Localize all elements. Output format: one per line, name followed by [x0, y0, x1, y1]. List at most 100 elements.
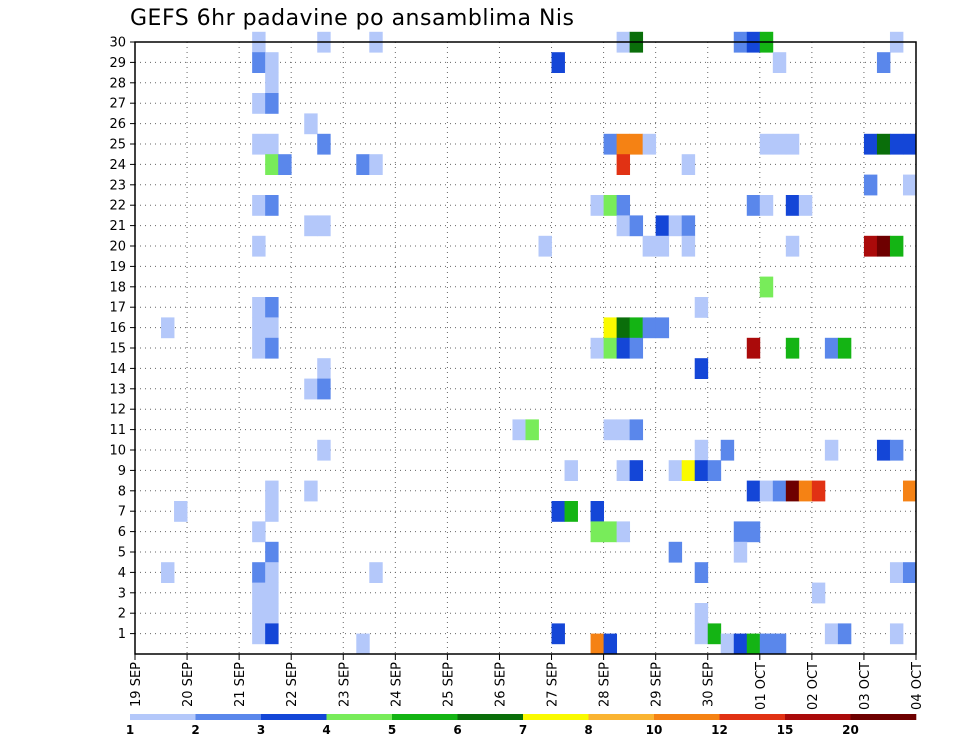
heatmap-cell	[252, 603, 266, 624]
heatmap-cell	[603, 133, 618, 155]
y-tick-label: 29	[109, 56, 126, 71]
colorbar-label: 10	[646, 723, 663, 737]
y-tick-label: 4	[118, 566, 126, 581]
heatmap-cell	[655, 317, 670, 339]
y-tick-label: 19	[109, 260, 126, 275]
heatmap-cell	[694, 297, 709, 318]
heatmap-cell	[785, 337, 800, 359]
heatmap-cell	[824, 623, 839, 645]
x-tick-label: 24 SEP	[389, 662, 404, 707]
heatmap-cell	[304, 480, 318, 502]
heatmap-cell	[629, 215, 644, 237]
y-tick-label: 22	[109, 199, 126, 214]
y-tick-label: 17	[109, 301, 126, 316]
heatmap-cell	[590, 633, 604, 655]
heatmap-cell	[265, 582, 279, 604]
x-tick-label: 28 SEP	[598, 662, 613, 707]
heatmap-cell	[564, 460, 578, 481]
y-tick-label: 9	[118, 464, 126, 479]
heatmap-cell	[889, 623, 904, 645]
y-tick-label: 21	[109, 219, 126, 234]
heatmap-cell	[564, 501, 578, 522]
heatmap-cell	[265, 72, 279, 94]
heatmap-cell	[252, 297, 266, 318]
heatmap-cell	[252, 52, 266, 73]
heatmap-cell	[902, 133, 917, 155]
heatmap-cell	[525, 419, 539, 441]
heatmap-cell	[356, 633, 370, 655]
heatmap-cell	[837, 623, 852, 645]
y-tick-label: 8	[118, 484, 126, 499]
heatmap-cell	[265, 195, 279, 216]
heatmap-cell	[161, 317, 175, 339]
heatmap-cell	[265, 154, 279, 175]
heatmap-cell	[265, 133, 279, 155]
y-tick-label: 11	[109, 423, 126, 438]
heatmap-cell	[265, 501, 279, 522]
heatmap-cell	[603, 419, 618, 441]
heatmap-cell	[759, 195, 774, 216]
heatmap-cell	[616, 195, 631, 216]
heatmap-cell	[811, 480, 826, 502]
heatmap-cell	[629, 337, 644, 359]
heatmap-cell	[551, 501, 565, 522]
heatmap-cell	[798, 480, 813, 502]
heatmap-cell	[265, 541, 279, 563]
y-tick-label: 18	[109, 280, 126, 295]
colorbar-swatch	[785, 714, 851, 720]
heatmap-cell	[265, 623, 279, 645]
heatmap-cell	[759, 133, 774, 155]
colorbar-label: 7	[519, 723, 527, 737]
x-tick-label: 19 SEP	[129, 662, 144, 707]
y-tick-label: 15	[109, 342, 126, 357]
y-tick-label: 23	[109, 178, 126, 193]
heatmap-cell	[603, 195, 618, 216]
heatmap-cell	[668, 215, 683, 237]
heatmap-cell	[616, 419, 631, 441]
heatmap-cell	[252, 317, 266, 339]
colorbar-swatch	[523, 714, 589, 720]
heatmap-cell	[681, 460, 696, 481]
heatmap-cell	[304, 378, 318, 400]
y-tick-label: 14	[109, 362, 126, 377]
heatmap-cell	[668, 541, 683, 563]
heatmap-cell	[694, 603, 709, 624]
heatmap-cell	[317, 439, 331, 461]
heatmap-cell	[252, 582, 266, 604]
heatmap-cell	[681, 154, 696, 175]
heatmap-cell	[876, 133, 891, 155]
heatmap-cell	[265, 317, 279, 339]
heatmap-cell	[746, 633, 761, 655]
heatmap-cell	[369, 562, 383, 583]
heatmap-cell	[863, 133, 878, 155]
x-tick-label: 27 SEP	[546, 662, 561, 707]
heatmap-cell	[265, 337, 279, 359]
heatmap-cell	[733, 541, 748, 563]
heatmap-cell	[252, 133, 266, 155]
y-tick-label: 2	[118, 607, 126, 622]
heatmap-cell	[616, 521, 631, 543]
x-tick-label: 01 OCT	[754, 662, 769, 710]
heatmap-cell	[265, 603, 279, 624]
heatmap-cell	[642, 133, 657, 155]
y-tick-label: 13	[109, 382, 126, 397]
heatmap-cell	[265, 562, 279, 583]
colorbar-label: 8	[584, 723, 592, 737]
heatmap-cell	[889, 235, 904, 257]
colorbar-swatch	[326, 714, 393, 720]
heatmap-cell	[681, 235, 696, 257]
heatmap-cell	[603, 317, 618, 339]
y-tick-label: 28	[109, 76, 126, 91]
heatmap-cell	[746, 521, 761, 543]
y-tick-label: 7	[118, 505, 126, 520]
heatmap-cell	[798, 195, 813, 216]
colorbar-label: 5	[388, 723, 396, 737]
y-tick-label: 24	[109, 158, 126, 173]
y-tick-label: 25	[109, 138, 126, 153]
heatmap-cell	[824, 439, 839, 461]
colorbar-label: 3	[257, 723, 265, 737]
heatmap-cell	[551, 623, 565, 645]
y-tick-label: 5	[118, 546, 126, 561]
heatmap-cell	[746, 195, 761, 216]
heatmap-cell	[356, 154, 370, 175]
